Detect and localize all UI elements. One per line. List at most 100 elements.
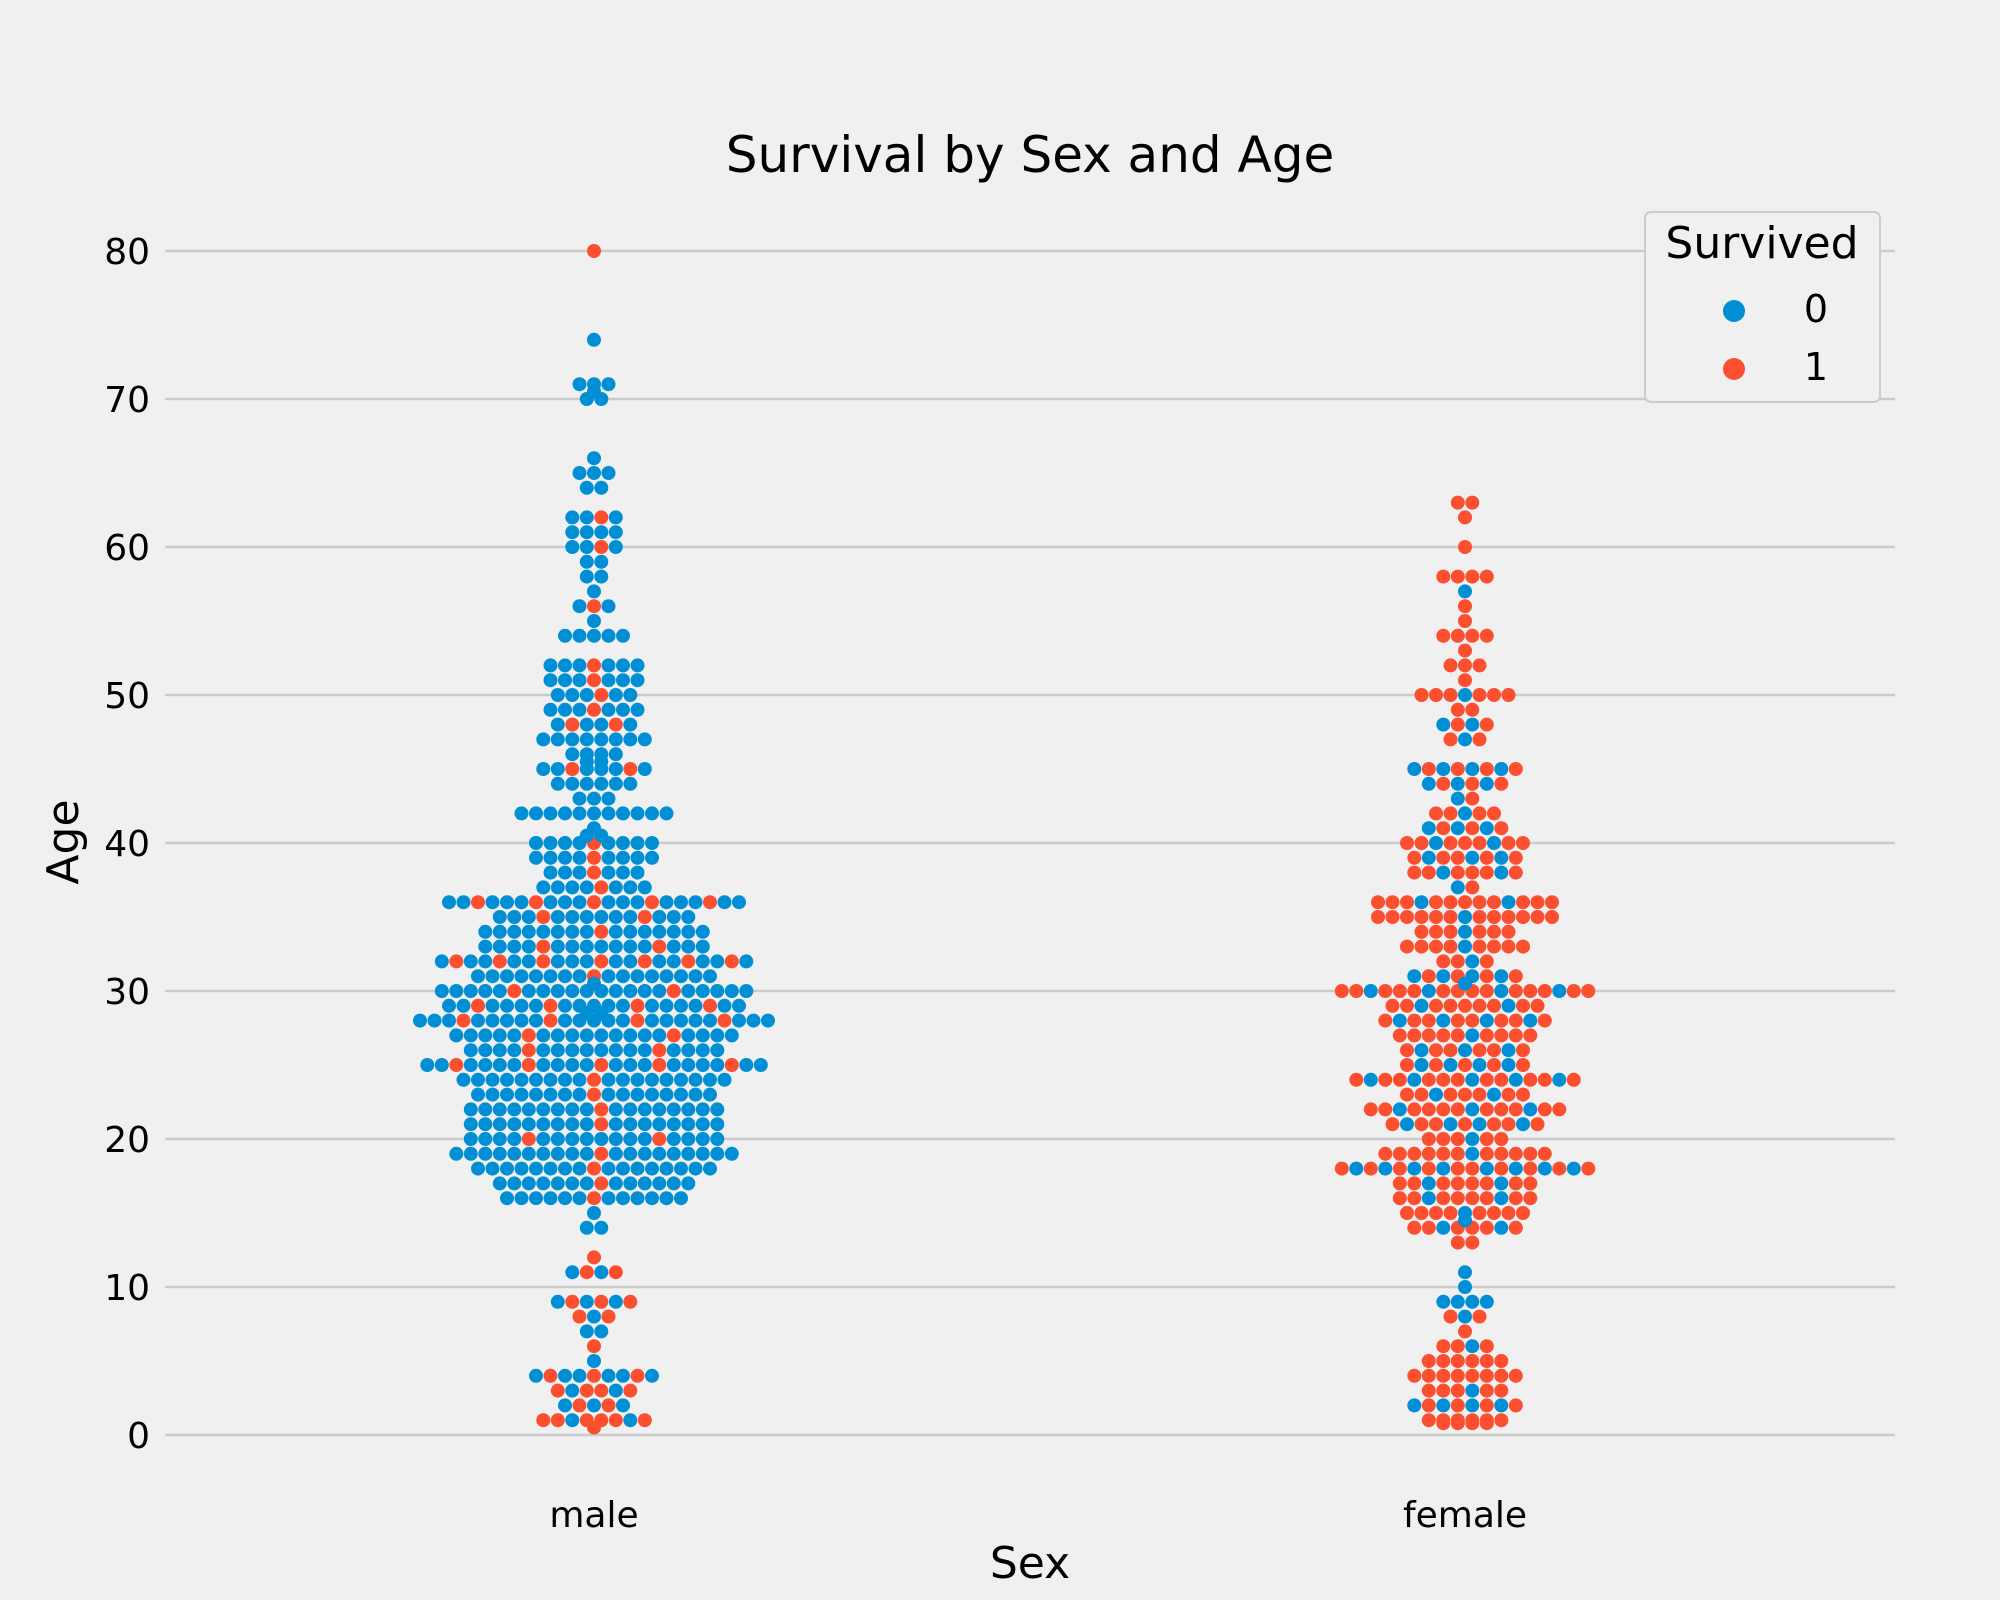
swarm-point-survived-0-male	[521, 954, 536, 969]
swarm-point-survived-0-male	[674, 1087, 688, 1102]
swarm-point-survived-1-male	[521, 1058, 536, 1072]
swarm-point-survived-0-female	[1537, 1161, 1552, 1176]
swarm-point-survived-1-female	[1443, 1206, 1458, 1220]
swarm-point-survived-1-male	[594, 1176, 609, 1191]
swarm-point-survived-0-male	[608, 1383, 623, 1398]
swarm-point-survived-1-female	[1472, 1206, 1487, 1220]
swarm-point-survived-1-female	[1443, 658, 1458, 673]
swarm-point-survived-1-female	[1523, 1028, 1538, 1043]
swarm-point-survived-1-female	[1385, 910, 1400, 924]
swarm-point-survived-1-female	[1458, 1117, 1472, 1132]
swarm-point-survived-0-male	[550, 939, 565, 954]
swarm-point-survived-0-female	[1407, 969, 1422, 984]
swarm-point-survived-0-male	[536, 1132, 551, 1146]
swarm-point-survived-0-male	[471, 1072, 485, 1087]
swarm-point-survived-0-male	[616, 806, 630, 821]
swarm-point-survived-1-female	[1450, 1013, 1465, 1028]
swarm-point-survived-0-male	[616, 998, 630, 1013]
swarm-point-survived-0-male	[558, 998, 572, 1013]
swarm-point-survived-1-female	[1508, 969, 1523, 984]
swarm-point-survived-1-female	[1479, 865, 1494, 880]
swarm-point-survived-0-female	[1407, 1072, 1422, 1087]
swarm-point-survived-1-female	[1472, 806, 1487, 821]
y-tick-label: 60	[104, 528, 150, 569]
swarm-point-survived-0-male	[695, 1132, 710, 1146]
swarm-point-survived-1-female	[1429, 939, 1443, 954]
swarm-point-survived-1-male	[565, 717, 580, 732]
swarm-point-survived-1-female	[1508, 762, 1523, 776]
y-tick-label: 50	[104, 676, 150, 717]
swarm-point-survived-1-female	[1450, 1176, 1465, 1191]
swarm-point-survived-0-male	[558, 969, 572, 984]
swarm-point-survived-0-male	[732, 895, 746, 910]
swarm-point-survived-0-male	[616, 702, 630, 717]
swarm-point-survived-1-female	[1472, 836, 1487, 850]
swarm-point-survived-1-male	[449, 1058, 464, 1072]
swarm-point-survived-0-male	[608, 984, 623, 998]
swarm-point-survived-0-male	[471, 1013, 485, 1028]
swarm-point-survived-0-male	[674, 895, 688, 910]
swarm-point-survived-0-female	[1436, 1294, 1451, 1309]
swarm-point-survived-0-male	[521, 1176, 536, 1191]
swarm-point-survived-0-male	[521, 1102, 536, 1117]
swarm-point-survived-0-female	[1363, 984, 1378, 998]
swarm-point-survived-0-male	[695, 1043, 710, 1058]
swarm-point-survived-0-male	[666, 1146, 681, 1161]
swarm-point-survived-1-female	[1523, 1176, 1538, 1191]
swarm-point-survived-1-female	[1479, 1028, 1494, 1043]
swarm-point-survived-1-female	[1407, 1176, 1422, 1191]
swarm-point-survived-0-male	[616, 1087, 630, 1102]
swarm-point-survived-0-female	[1479, 1294, 1494, 1309]
swarm-point-survived-1-male	[594, 1383, 609, 1398]
swarm-point-survived-1-male	[637, 954, 652, 969]
swarm-point-survived-0-male	[674, 969, 688, 984]
swarm-point-survived-0-male	[507, 954, 522, 969]
swarm-point-survived-1-female	[1472, 998, 1487, 1013]
swarm-point-survived-1-female	[1414, 1117, 1429, 1132]
swarm-point-survived-0-male	[550, 924, 565, 939]
swarm-point-survived-1-female	[1392, 1161, 1407, 1176]
swarm-point-survived-1-female	[1458, 1058, 1472, 1072]
swarm-point-survived-0-male	[695, 1028, 710, 1043]
swarm-point-survived-1-female	[1465, 865, 1480, 880]
swarm-point-survived-1-female	[1436, 1354, 1451, 1368]
swarm-point-survived-0-male	[507, 939, 522, 954]
swarm-point-survived-0-male	[456, 1072, 471, 1087]
swarm-point-survived-0-male	[645, 1368, 659, 1383]
swarm-point-survived-0-male	[485, 895, 500, 910]
swarm-point-survived-0-female	[1494, 984, 1509, 998]
swarm-point-survived-1-female	[1414, 688, 1429, 702]
swarm-point-survived-0-male	[601, 791, 616, 806]
swarm-point-survived-1-female	[1508, 1013, 1523, 1028]
swarm-point-survived-0-male	[579, 1294, 594, 1309]
swarm-point-survived-1-female	[1436, 569, 1451, 584]
swarm-point-survived-1-male	[492, 954, 507, 969]
swarm-point-survived-0-male	[471, 1161, 485, 1176]
swarm-point-survived-0-male	[659, 806, 674, 821]
swarm-point-survived-0-male	[558, 1161, 572, 1176]
swarm-point-survived-0-male	[630, 836, 645, 850]
swarm-point-survived-1-male	[652, 939, 667, 954]
swarm-point-survived-0-male	[688, 1013, 703, 1028]
swarm-point-survived-1-female	[1436, 984, 1451, 998]
swarm-point-survived-0-male	[630, 806, 645, 821]
swarm-point-survived-0-male	[724, 1028, 739, 1043]
swarm-point-survived-0-male	[587, 1206, 601, 1220]
swarm-point-survived-0-male	[485, 969, 500, 984]
swarm-point-survived-0-male	[616, 969, 630, 984]
swarm-point-survived-0-male	[688, 1072, 703, 1087]
swarm-point-survived-0-male	[463, 1058, 478, 1072]
swarm-point-survived-0-female	[1414, 998, 1429, 1013]
swarm-point-survived-0-male	[565, 939, 580, 954]
swarm-point-survived-1-female	[1479, 1102, 1494, 1117]
swarm-point-survived-0-female	[1436, 969, 1451, 984]
swarm-point-survived-0-male	[666, 1102, 681, 1117]
swarm-point-survived-1-female	[1436, 1132, 1451, 1146]
swarm-point-survived-0-male	[674, 998, 688, 1013]
swarm-point-survived-0-male	[565, 984, 580, 998]
x-axis-label: Sex	[990, 1538, 1070, 1589]
swarm-point-survived-0-male	[608, 1028, 623, 1043]
swarm-point-survived-1-female	[1508, 984, 1523, 998]
swarm-point-survived-0-male	[579, 754, 594, 769]
swarm-point-survived-0-male	[579, 732, 594, 747]
